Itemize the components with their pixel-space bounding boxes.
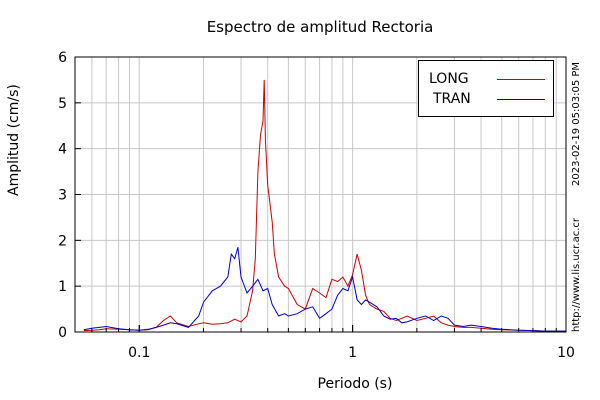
timestamp-label: 2023-02-19 05:03:05 PM — [571, 61, 582, 186]
y-tick-label: 2 — [58, 233, 67, 249]
legend-item-tran: TRAN — [419, 90, 555, 108]
x-axis-label: Periodo (s) — [317, 376, 393, 392]
y-tick-label: 6 — [58, 50, 67, 66]
legend-swatch-tran — [497, 99, 545, 100]
series-lines — [83, 79, 566, 332]
x-tick-label: 10 — [557, 345, 575, 361]
y-axis-label: Amplitud (cm/s) — [6, 84, 22, 196]
legend-label-tran: TRAN — [433, 91, 471, 107]
series-line-tran — [83, 247, 566, 332]
legend: LONG TRAN — [418, 60, 554, 117]
y-tick-label: 1 — [58, 279, 67, 295]
source-url: http://www.lis.ucr.ac.cr — [571, 218, 582, 332]
y-tick-label: 5 — [58, 96, 67, 112]
axis-ticks: 0 1 2 3 4 5 6 0.1 1 10 — [58, 50, 575, 361]
y-tick-label: 4 — [58, 142, 67, 158]
legend-swatch-long — [497, 79, 545, 80]
y-tick-label: 0 — [58, 325, 67, 341]
x-tick-label: 1 — [348, 345, 357, 361]
x-tick-label: 0.1 — [128, 345, 150, 361]
y-tick-label: 3 — [58, 188, 67, 204]
series-line-long — [83, 79, 566, 332]
chart-title: Espectro de amplitud Rectoria — [206, 18, 434, 36]
legend-label-long: LONG — [429, 71, 469, 87]
legend-item-long: LONG — [419, 70, 555, 88]
